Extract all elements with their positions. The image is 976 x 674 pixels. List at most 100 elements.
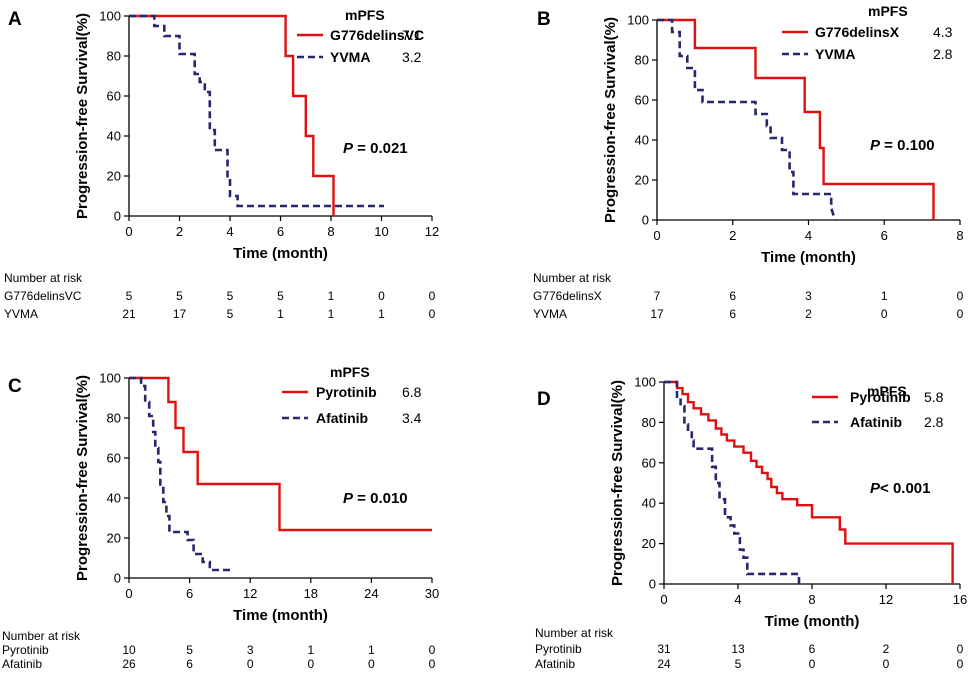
risk-row-name: Pyrotinib [2,643,49,657]
series-line-afatinib [664,380,801,584]
series-line-g776delinsx [657,18,935,220]
risk-value: 2 [883,642,890,656]
risk-value: 7 [654,289,661,303]
risk-value: 0 [957,657,964,669]
risk-value: 5 [126,289,133,303]
x-tick-label: 6 [277,224,284,239]
risk-row-name: YVMA [4,307,38,321]
x-tick-label: 12 [425,224,439,239]
legend-median: 2.8 [933,46,953,62]
y-tick-label: 60 [635,93,649,108]
legend-label: Pyrotinib [850,389,911,405]
x-tick-label: 4 [734,592,741,607]
panel-label: A [8,9,22,30]
legend-label: G776delinsVC [330,27,424,43]
risk-value: 21 [122,307,136,321]
x-tick-label: 24 [364,586,378,601]
risk-value: 5 [227,307,234,321]
risk-row-name: Afatinib [535,657,575,669]
risk-value: 0 [809,657,816,669]
risk-value: 0 [957,642,964,656]
risk-value: 5 [186,643,193,657]
p-value: P = 0.100 [870,137,935,154]
legend-label: YVMA [815,46,855,62]
y-tick-label: 40 [107,491,121,506]
risk-value: 5 [277,289,284,303]
legend-title: mPFS [868,3,908,19]
panel-label: B [537,9,551,30]
risk-row-name: G776delinsVC [4,289,82,303]
x-tick-label: 12 [243,586,257,601]
y-tick-label: 0 [642,213,649,228]
risk-row-name: Pyrotinib [535,642,582,656]
y-tick-label: 20 [642,536,656,551]
x-axis-title: Time (month) [233,607,328,624]
x-tick-label: 8 [808,592,815,607]
legend-median: 6.8 [402,384,422,400]
y-axis-title: Progression-free Survival(%) [74,13,91,219]
y-tick-label: 100 [99,371,121,386]
risk-value: 0 [429,643,436,657]
risk-value: 24 [657,657,671,669]
x-tick-label: 4 [805,228,812,243]
risk-value: 1 [378,307,385,321]
x-tick-label: 2 [729,228,736,243]
risk-title: Number at risk [533,271,612,285]
panel-label: C [8,376,22,397]
risk-row-name: G776delinsX [533,289,602,303]
x-tick-label: 0 [660,592,667,607]
x-tick-label: 18 [304,586,318,601]
risk-value: 3 [247,643,254,657]
y-tick-label: 60 [107,89,121,104]
risk-value: 0 [957,307,964,321]
legend-median: 7.1 [402,27,422,43]
y-tick-label: 60 [642,455,656,470]
risk-title: Number at risk [4,271,83,285]
legend-title: mPFS [345,7,385,23]
y-tick-label: 40 [635,133,649,148]
legend-label: G776delinsX [815,24,900,40]
x-tick-label: 0 [653,228,660,243]
y-tick-label: 40 [642,496,656,511]
legend-label: Afatinib [850,414,902,430]
series-line-pyrotinib [129,376,432,532]
risk-row-name: YVMA [533,307,567,321]
series-line-yvma [657,18,837,221]
y-tick-label: 0 [114,209,121,224]
legend-median: 3.2 [402,49,422,65]
series-line-pyrotinib [664,380,954,584]
risk-value: 26 [122,657,136,669]
x-tick-label: 30 [425,586,439,601]
y-axis-title: Progression-free Survival(%) [609,380,626,586]
x-tick-label: 10 [374,224,388,239]
y-tick-label: 20 [635,173,649,188]
legend-median: 3.4 [402,410,422,426]
x-tick-label: 16 [953,592,967,607]
y-axis-title: Progression-free Survival(%) [74,375,91,581]
risk-value: 6 [729,289,736,303]
panel-label: D [537,389,551,410]
legend-label: Pyrotinib [316,384,377,400]
x-axis-title: Time (month) [233,245,328,262]
risk-value: 5 [735,657,742,669]
risk-value: 1 [328,307,335,321]
legend-median: 2.8 [924,414,944,430]
risk-value: 13 [731,642,745,656]
y-tick-label: 20 [107,531,121,546]
p-value: P = 0.010 [343,490,408,507]
x-tick-label: 0 [125,224,132,239]
risk-value: 1 [277,307,284,321]
y-tick-label: 80 [107,411,121,426]
y-tick-label: 0 [649,577,656,592]
series-line-afatinib [129,376,230,572]
risk-value: 1 [368,643,375,657]
p-value: P = 0.021 [343,140,408,157]
risk-value: 6 [186,657,193,669]
x-tick-label: 6 [881,228,888,243]
y-tick-label: 100 [627,13,649,28]
risk-value: 0 [429,657,436,669]
legend-label: Afatinib [316,410,368,426]
